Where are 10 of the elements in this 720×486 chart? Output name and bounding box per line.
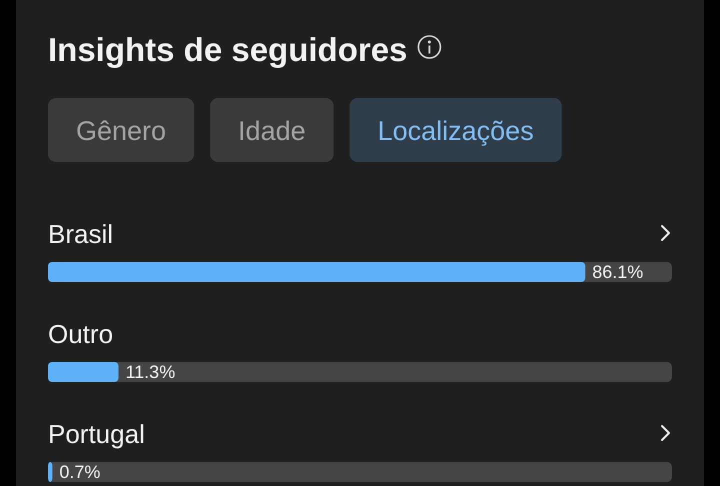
chart-title: Insights de seguidores [48, 31, 408, 68]
data-label: 0.7% [59, 462, 100, 482]
data-label: 86.1% [592, 262, 644, 282]
y-tick-label: Outro [48, 319, 114, 349]
tab-button[interactable]: Idade [210, 98, 334, 162]
tab-button[interactable]: Gênero [48, 98, 194, 162]
y-tick-label: Portugal [48, 419, 145, 449]
tab-button[interactable]: Localizações [350, 98, 562, 162]
data-label: 11.3% [126, 362, 176, 382]
y-tick-label: Brasil [48, 219, 114, 249]
